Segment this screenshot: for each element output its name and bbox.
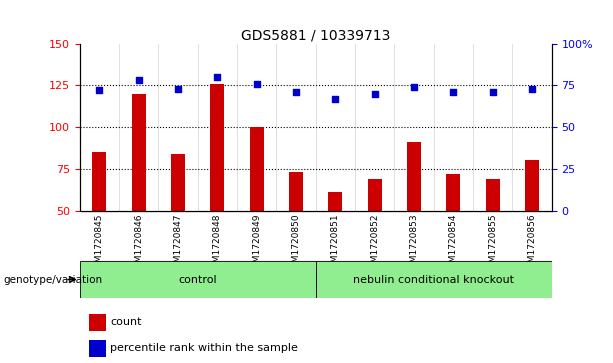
- Text: GSM1720845: GSM1720845: [95, 213, 104, 274]
- Text: GSM1720853: GSM1720853: [409, 213, 419, 274]
- Text: nebulin conditional knockout: nebulin conditional knockout: [353, 274, 514, 285]
- Bar: [89, 314, 105, 331]
- Bar: [486, 179, 500, 211]
- Point: [527, 86, 537, 91]
- Text: count: count: [110, 317, 142, 327]
- Bar: [368, 179, 381, 211]
- Text: genotype/variation: genotype/variation: [3, 274, 102, 285]
- Text: control: control: [178, 274, 217, 285]
- Text: GSM1720850: GSM1720850: [292, 213, 300, 274]
- Bar: [446, 174, 460, 211]
- Bar: [525, 160, 539, 211]
- Bar: [250, 127, 264, 211]
- Bar: [407, 142, 421, 211]
- Point: [252, 81, 262, 86]
- Text: GSM1720852: GSM1720852: [370, 213, 379, 274]
- Point: [291, 89, 301, 95]
- Bar: [171, 154, 185, 211]
- Point: [488, 89, 498, 95]
- Point: [213, 74, 223, 80]
- Text: GSM1720847: GSM1720847: [173, 213, 183, 274]
- Text: GSM1720846: GSM1720846: [134, 213, 143, 274]
- Point: [409, 84, 419, 90]
- Bar: [316, 261, 552, 298]
- Point: [94, 87, 104, 93]
- Bar: [329, 192, 342, 211]
- Bar: [89, 340, 105, 357]
- Point: [449, 89, 459, 95]
- Bar: [289, 172, 303, 211]
- Point: [134, 77, 143, 83]
- Text: GSM1720854: GSM1720854: [449, 213, 458, 274]
- Text: percentile rank within the sample: percentile rank within the sample: [110, 343, 299, 354]
- Title: GDS5881 / 10339713: GDS5881 / 10339713: [241, 28, 390, 42]
- Text: GSM1720851: GSM1720851: [331, 213, 340, 274]
- Text: GSM1720856: GSM1720856: [528, 213, 536, 274]
- Bar: [132, 94, 145, 211]
- Bar: [210, 83, 224, 211]
- Text: GSM1720849: GSM1720849: [252, 213, 261, 274]
- Text: GSM1720855: GSM1720855: [488, 213, 497, 274]
- Text: GSM1720848: GSM1720848: [213, 213, 222, 274]
- Point: [330, 96, 340, 102]
- Bar: [93, 152, 106, 211]
- Point: [370, 91, 379, 97]
- Bar: [80, 261, 316, 298]
- Point: [173, 86, 183, 91]
